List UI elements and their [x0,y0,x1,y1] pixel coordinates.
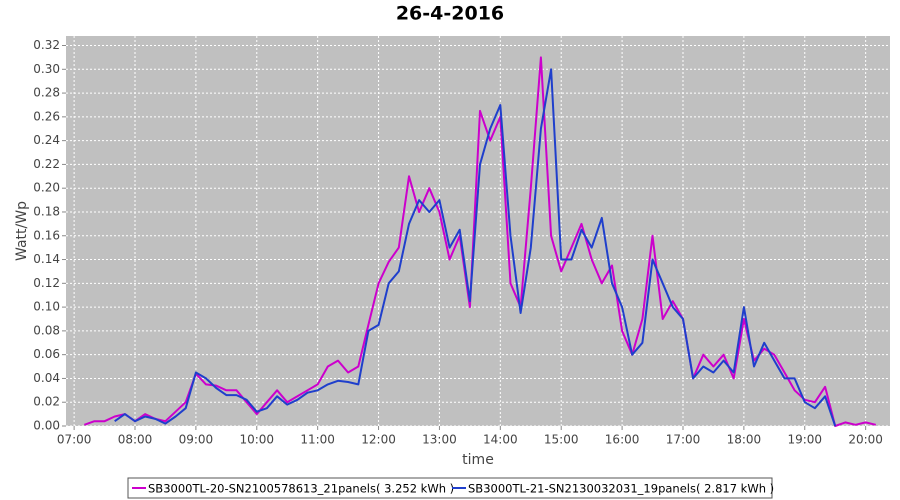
legend [127,477,773,499]
y-tick-label: 0.02 [33,395,60,409]
x-tick-label: 14:00 [483,433,518,447]
y-tick-label: 0.26 [33,109,60,123]
legend-label: SB3000TL-20-SN2100578613_21panels( 3.252… [148,482,454,496]
plot-area [66,36,890,426]
y-tick-label: 0.00 [33,419,60,433]
x-tick-label: 15:00 [544,433,579,447]
x-tick-label: 07:00 [57,433,92,447]
y-tick-label: 0.06 [33,347,60,361]
x-tick-label: 09:00 [179,433,214,447]
y-tick-label: 0.32 [33,38,60,52]
y-tick-label: 0.12 [33,276,60,290]
x-tick-label: 20:00 [848,433,883,447]
x-tick-label: 13:00 [422,433,457,447]
x-tick-label: 08:00 [118,433,153,447]
y-tick-label: 0.28 [33,86,60,100]
chart-title: 26-4-2016 [396,3,504,25]
x-axis-label: time [462,452,494,468]
y-tick-label: 0.14 [33,252,60,266]
y-tick-label: 0.22 [33,157,60,171]
y-tick-label: 0.24 [33,133,60,147]
x-tick-label: 19:00 [787,433,822,447]
y-tick-label: 0.04 [33,371,60,385]
y-axis-label: Watt/Wp [14,201,30,261]
x-tick-label: 10:00 [239,433,274,447]
y-tick-label: 0.08 [33,323,60,337]
series-line [114,68,837,427]
y-tick-label: 0.16 [33,228,60,242]
y-tick-label: 0.20 [33,181,60,195]
y-tick-label: 0.30 [33,62,60,76]
x-tick-label: 18:00 [727,433,762,447]
legend-label: SB3000TL-21-SN2130032031_19panels( 2.817… [468,482,774,496]
x-tick-label: 12:00 [361,433,396,447]
x-tick-label: 16:00 [605,433,640,447]
y-tick-label: 0.18 [33,204,60,218]
x-tick-label: 11:00 [300,433,335,447]
y-tick-label: 0.10 [33,300,60,314]
series-line [83,56,877,427]
x-tick-label: 17:00 [666,433,701,447]
